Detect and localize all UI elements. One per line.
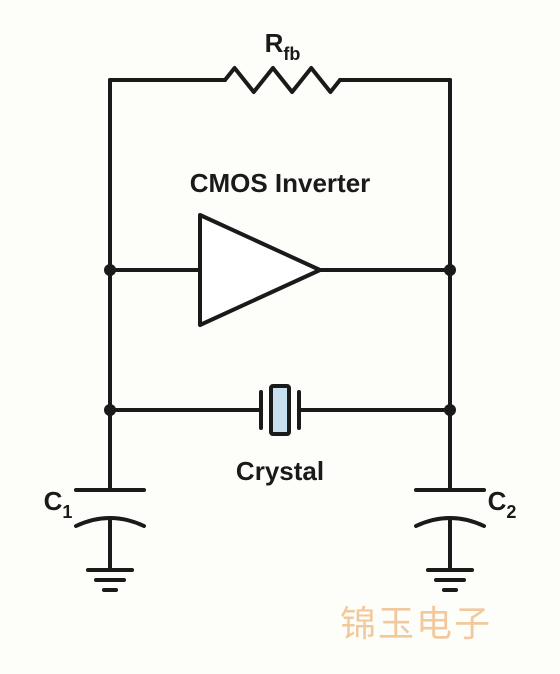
label-c2: C2 — [488, 486, 517, 522]
label-rfb: Rfb — [265, 28, 301, 64]
node-dot — [444, 264, 456, 276]
cmos-inverter-symbol — [200, 215, 320, 325]
label-c1: C1 — [44, 486, 73, 522]
node-dot — [104, 264, 116, 276]
crystal-symbol — [271, 386, 289, 434]
node-dot — [104, 404, 116, 416]
label-crystal: Crystal — [236, 456, 324, 486]
resistor-rfb — [225, 68, 340, 92]
node-dot — [444, 404, 456, 416]
label-inverter: CMOS Inverter — [190, 168, 371, 198]
watermark-text: 锦玉电子 — [340, 595, 492, 647]
